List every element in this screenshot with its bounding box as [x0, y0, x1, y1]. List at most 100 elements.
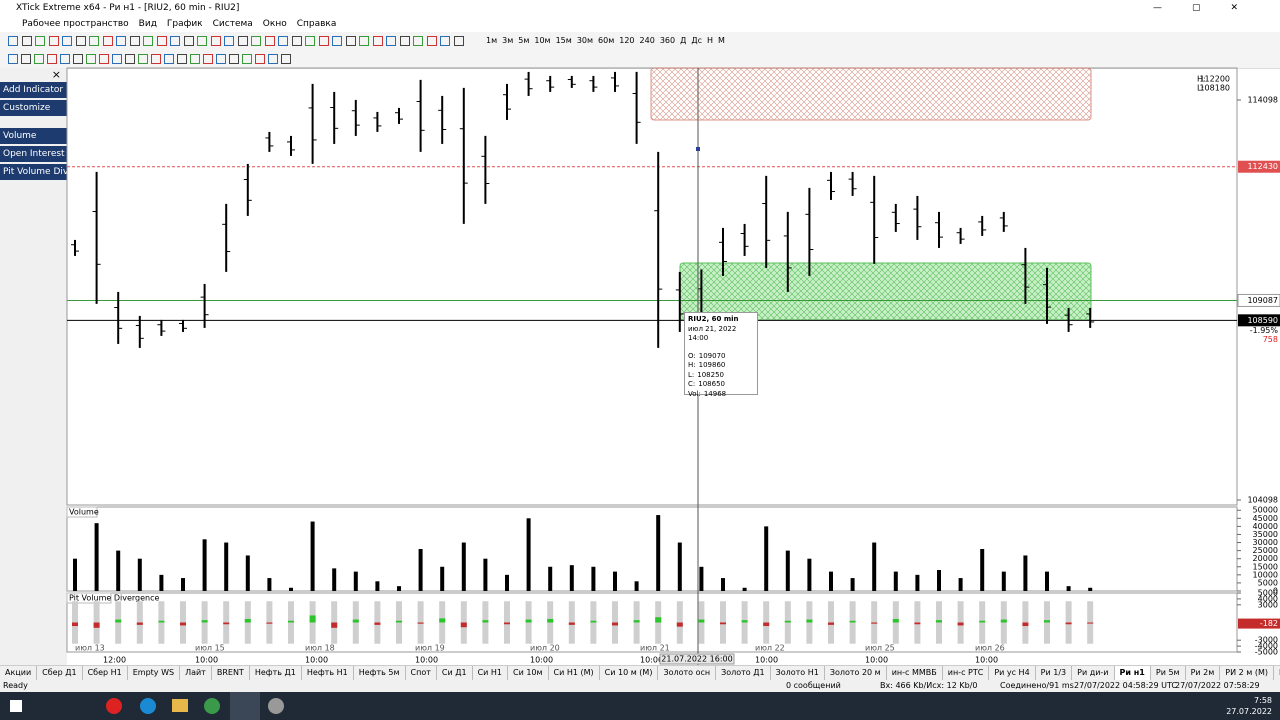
- tab[interactable]: Ри ди-и: [1072, 666, 1115, 680]
- tool-icon[interactable]: [197, 36, 207, 46]
- tab[interactable]: BRENT: [212, 666, 250, 680]
- tool-icon[interactable]: [224, 36, 234, 46]
- timeframe-button[interactable]: 1м: [486, 36, 498, 45]
- tab[interactable]: Золото Д1: [716, 666, 771, 680]
- app-icon[interactable]: [140, 698, 156, 714]
- tool-icon[interactable]: [170, 36, 180, 46]
- tool-icon[interactable]: [278, 36, 288, 46]
- sidebar-item[interactable]: Volume: [0, 128, 67, 144]
- tool-icon[interactable]: [62, 36, 72, 46]
- tool-icon[interactable]: [151, 54, 161, 64]
- tool-icon[interactable]: [75, 36, 86, 46]
- tool-icon[interactable]: [183, 36, 194, 46]
- tool-icon[interactable]: [34, 54, 44, 64]
- tool-icon[interactable]: [60, 54, 70, 64]
- tool-icon[interactable]: [305, 36, 315, 46]
- tab[interactable]: Си 10м: [508, 666, 549, 680]
- timeframe-button[interactable]: Дс: [691, 36, 702, 45]
- tool-icon[interactable]: [281, 54, 291, 64]
- tab[interactable]: Си 10 м (М): [600, 666, 659, 680]
- timeframe-button[interactable]: 15м: [555, 36, 572, 45]
- start-icon[interactable]: [10, 700, 22, 712]
- tool-icon[interactable]: [47, 54, 57, 64]
- tool-icon[interactable]: [112, 54, 122, 64]
- tool-icon[interactable]: [453, 36, 464, 46]
- tab[interactable]: Лайт: [180, 666, 212, 680]
- sidebar-item[interactable]: Customize: [0, 100, 67, 116]
- tool-icon[interactable]: [143, 36, 153, 46]
- tool-icon[interactable]: [129, 36, 140, 46]
- tool-icon[interactable]: [138, 54, 148, 64]
- tool-icon[interactable]: [156, 36, 167, 46]
- timeframe-button[interactable]: 5м: [518, 36, 530, 45]
- tab[interactable]: ин-с РТС: [943, 666, 990, 680]
- tab[interactable]: Ри ус Н4: [989, 666, 1036, 680]
- menu-item[interactable]: Рабочее пространство: [22, 19, 129, 29]
- timeframe-button[interactable]: 360: [659, 36, 676, 45]
- tab[interactable]: Си Н1 (М): [549, 666, 600, 680]
- menu-item[interactable]: График: [166, 19, 203, 29]
- sidebar-item[interactable]: Add Indicator: [0, 82, 67, 98]
- app-icon[interactable]: [204, 698, 220, 714]
- timeframe-button[interactable]: 10м: [534, 36, 551, 45]
- tab[interactable]: Сбер Н1: [83, 666, 128, 680]
- tool-icon[interactable]: [440, 36, 450, 46]
- tool-icon[interactable]: [190, 54, 200, 64]
- tab[interactable]: Нефть 5м: [354, 666, 406, 680]
- tool-icon[interactable]: [21, 54, 31, 64]
- tool-icon[interactable]: [291, 36, 302, 46]
- tab[interactable]: Нефть Д1: [250, 666, 302, 680]
- tool-icon[interactable]: [8, 36, 18, 46]
- tool-icon[interactable]: [73, 54, 83, 64]
- tab[interactable]: Акции: [0, 666, 38, 680]
- menu-item[interactable]: Справка: [296, 19, 337, 29]
- menu-item[interactable]: Окно: [262, 19, 287, 29]
- menu-item[interactable]: Система: [212, 19, 253, 29]
- tab[interactable]: Нефть Н1: [302, 666, 354, 680]
- tool-icon[interactable]: [21, 36, 32, 46]
- tool-icon[interactable]: [35, 36, 45, 46]
- tool-icon[interactable]: [177, 54, 187, 64]
- tool-icon[interactable]: [125, 54, 135, 64]
- timeframe-button[interactable]: 120: [619, 36, 635, 45]
- tool-icon[interactable]: [372, 36, 383, 46]
- tab[interactable]: Empty WS: [128, 666, 181, 680]
- tool-icon[interactable]: [237, 36, 248, 46]
- sidebar-item[interactable]: Open Interest: [0, 146, 67, 162]
- tool-icon[interactable]: [359, 36, 369, 46]
- tool-icon[interactable]: [318, 36, 329, 46]
- tab[interactable]: Золото осн: [658, 666, 717, 680]
- tab[interactable]: Си Н1: [473, 666, 508, 680]
- tab[interactable]: Ри 1/3: [1036, 666, 1073, 680]
- tool-icon[interactable]: [268, 54, 278, 64]
- tool-icon[interactable]: [255, 54, 265, 64]
- tool-icon[interactable]: [242, 54, 252, 64]
- tab[interactable]: Спот: [406, 666, 437, 680]
- timeframe-button[interactable]: 3м: [502, 36, 514, 45]
- tool-icon[interactable]: [8, 54, 18, 64]
- tab[interactable]: Сбер Д1: [37, 666, 83, 680]
- app-icon[interactable]: [106, 698, 122, 714]
- app-icon[interactable]: [172, 699, 188, 712]
- tool-icon[interactable]: [210, 36, 221, 46]
- tool-icon[interactable]: [99, 54, 109, 64]
- timeframe-button[interactable]: Н: [707, 36, 714, 45]
- tool-icon[interactable]: [89, 36, 99, 46]
- timeframe-button[interactable]: 30м: [576, 36, 594, 45]
- timeframe-button[interactable]: 60м: [598, 36, 615, 45]
- tool-icon[interactable]: [48, 36, 59, 46]
- tab[interactable]: РИ 5 м (М): [1274, 666, 1280, 680]
- tool-icon[interactable]: [386, 36, 396, 46]
- tab[interactable]: РИ 2 м (М): [1220, 666, 1274, 680]
- app-icon[interactable]: [268, 698, 284, 714]
- menu-item[interactable]: Вид: [138, 19, 157, 29]
- tab[interactable]: Ри 5м: [1151, 666, 1186, 680]
- tab[interactable]: Ри 2м: [1186, 666, 1221, 680]
- tool-icon[interactable]: [399, 36, 410, 46]
- timeframe-button[interactable]: М: [718, 36, 725, 45]
- tool-icon[interactable]: [116, 36, 126, 46]
- tool-icon[interactable]: [345, 36, 356, 46]
- tool-icon[interactable]: [251, 36, 261, 46]
- tool-icon[interactable]: [332, 36, 342, 46]
- tab[interactable]: Си Д1: [437, 666, 473, 680]
